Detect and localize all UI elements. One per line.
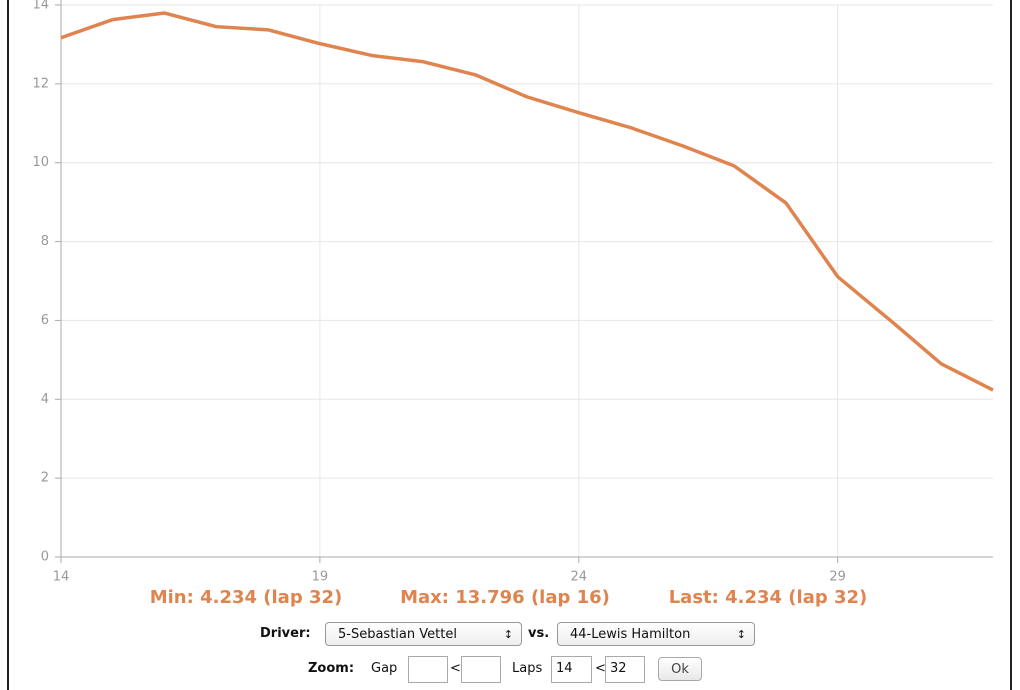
stat-max: Max: 13.796 (lap 16) [400,587,610,608]
driver-label: Driver: [260,626,311,641]
x-tick-label: 19 [312,570,329,585]
opponent-select[interactable]: 44-Lewis Hamilton [557,622,755,647]
lt-sign: < [450,661,461,676]
laps-label: Laps [512,661,543,676]
gap-label: Gap [371,661,398,676]
y-tick-label: 12 [32,76,49,91]
y-tick-label: 0 [41,550,49,565]
y-tick-label: 8 [41,234,49,249]
gap-to-input[interactable] [461,656,501,683]
y-tick-label: 6 [41,313,49,328]
gap-from-input[interactable] [408,656,448,683]
x-tick-label: 29 [829,570,846,585]
y-tick-label: 4 [41,392,49,407]
vs-label: vs. [528,626,550,641]
y-tick-label: 2 [41,471,49,486]
ok-button[interactable]: Ok [658,657,702,681]
laps-from-input[interactable]: 14 [551,656,592,683]
x-tick-label: 24 [571,570,588,585]
y-tick-label: 14 [32,0,49,13]
stat-min: Min: 4.234 (lap 32) [150,587,343,608]
x-tick-label: 14 [53,570,70,585]
laps-to-input[interactable]: 32 [605,656,645,683]
zoom-label: Zoom: [308,661,355,676]
driver-select[interactable]: 5-Sebastian Vettel [325,622,522,647]
lt-sign: < [595,661,606,676]
stat-last: Last: 4.234 (lap 32) [669,587,868,608]
y-tick-label: 10 [32,155,49,170]
data-line [60,11,994,392]
